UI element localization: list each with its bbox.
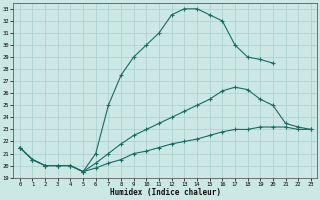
X-axis label: Humidex (Indice chaleur): Humidex (Indice chaleur) — [110, 188, 221, 197]
